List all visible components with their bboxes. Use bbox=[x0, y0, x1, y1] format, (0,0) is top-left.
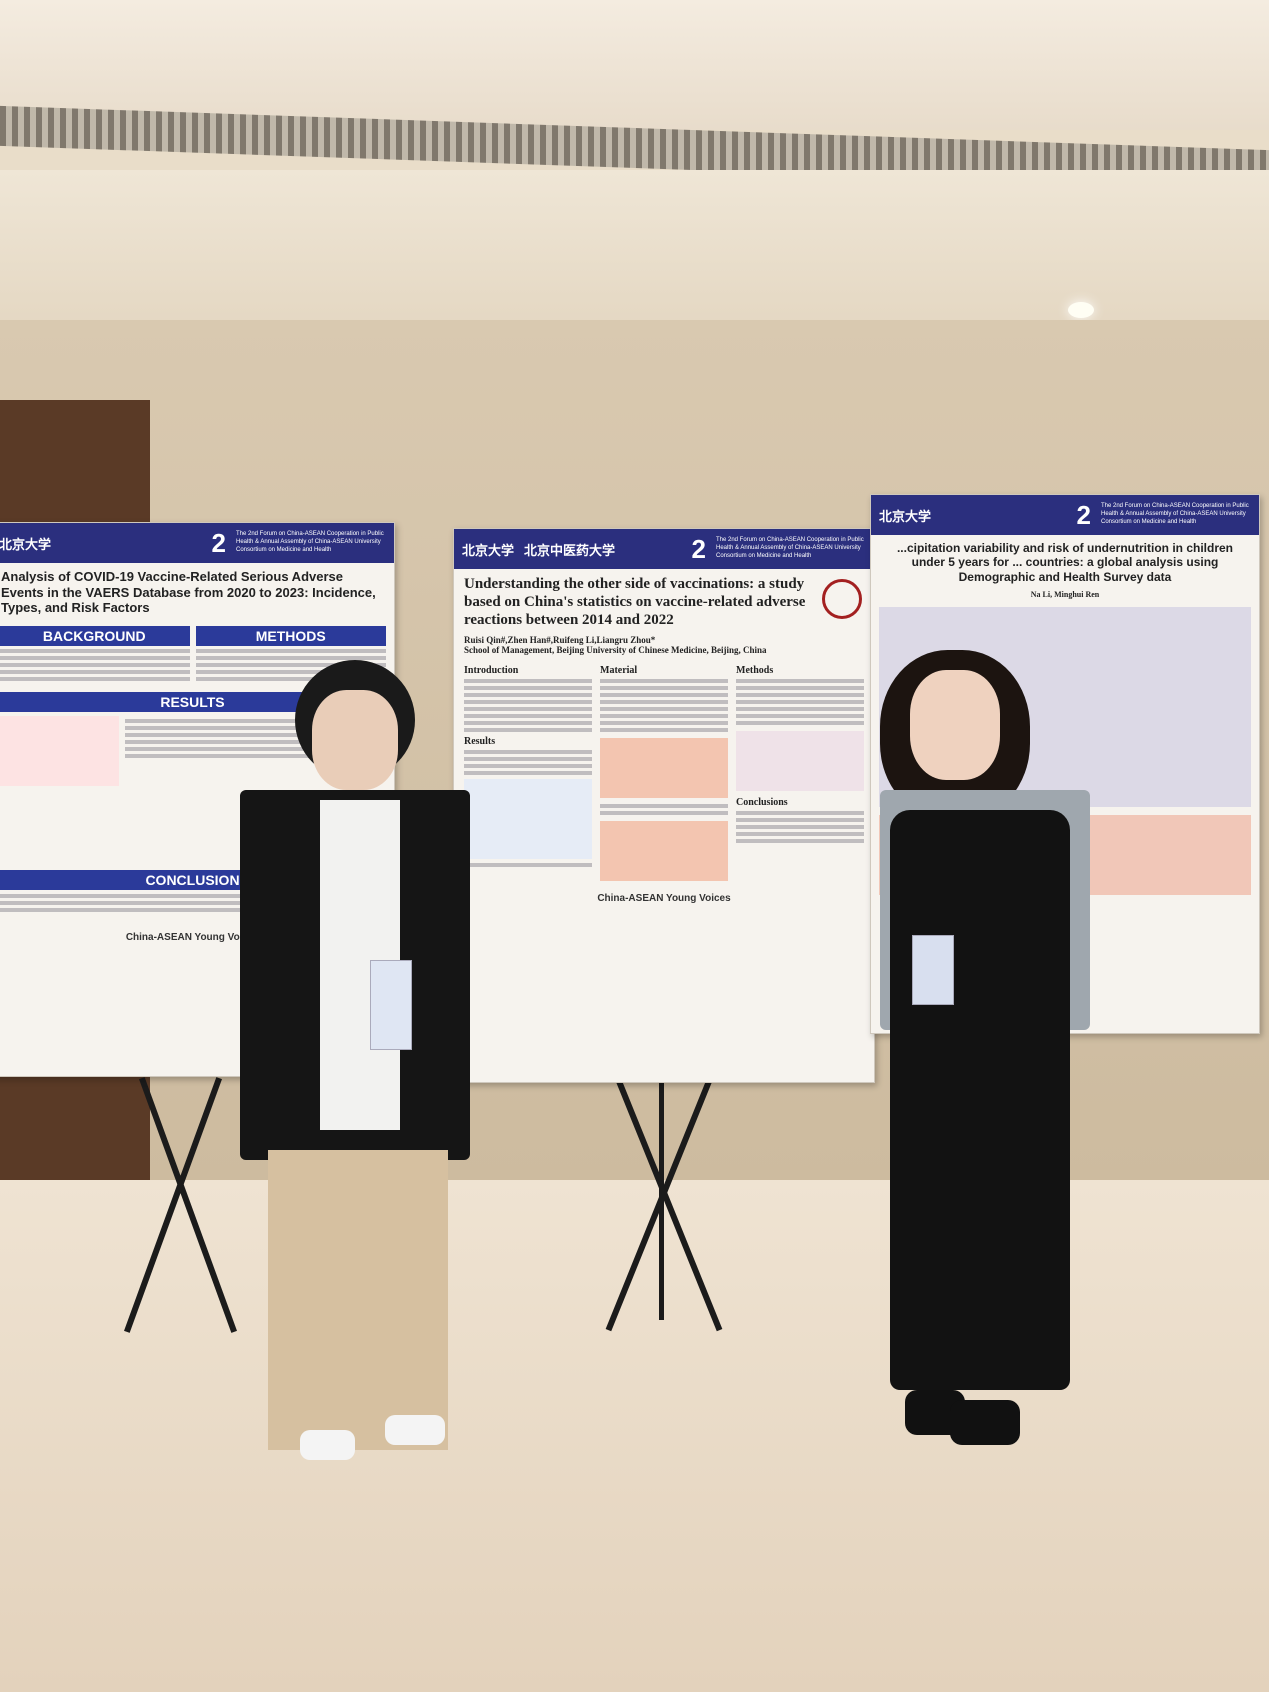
person-right-dress bbox=[890, 810, 1070, 1390]
poster-title: Understanding the other side of vaccinat… bbox=[464, 576, 806, 628]
poster-authors: Na Li, Minghui Ren bbox=[1030, 590, 1100, 600]
person-right-face bbox=[910, 670, 1000, 780]
shoe bbox=[385, 1415, 445, 1445]
section-introduction: Introduction bbox=[464, 665, 519, 676]
forum-logo: 2 bbox=[691, 533, 706, 564]
poster-authors: Ruisi Qin#,Zhen Han#,Ruifeng Li,Liangru … bbox=[464, 635, 656, 645]
poster-title: Analysis of COVID-19 Vaccine-Related Ser… bbox=[1, 569, 376, 616]
center-poster: 北京大学 北京中医药大学 2 The 2nd Forum on China-AS… bbox=[453, 528, 875, 1083]
pku-logo: 北京大学 bbox=[879, 509, 932, 525]
forum-logo: 2 bbox=[211, 527, 226, 558]
ceiling-light bbox=[1068, 302, 1094, 318]
pku-logo: 北京大学 bbox=[462, 543, 515, 559]
bucm-logo: 北京中医药大学 bbox=[524, 543, 616, 559]
upper-wall bbox=[0, 170, 1269, 330]
easel-stand-center-post bbox=[659, 1070, 664, 1320]
pku-logo: 北京大学 bbox=[0, 537, 52, 553]
name-badge bbox=[370, 960, 412, 1050]
person-left-trousers bbox=[268, 1150, 448, 1450]
forum-name: The 2nd Forum on China-ASEAN Cooperation… bbox=[716, 537, 864, 559]
forum-name: The 2nd Forum on China-ASEAN Cooperation… bbox=[1101, 503, 1249, 525]
poster-footer: China-ASEAN Young Voices bbox=[125, 931, 260, 943]
poster-header: 北京大学 北京中医药大学 2 The 2nd Forum on China-AS… bbox=[454, 529, 874, 569]
section-results: RESULTS bbox=[0, 691, 386, 712]
person-left-face bbox=[312, 690, 398, 790]
section-background: BACKGROUND bbox=[0, 625, 190, 646]
poster-title: ...cipitation variability and risk of un… bbox=[896, 541, 1234, 584]
poster-header: 北京大学 2 The 2nd Forum on China-ASEAN Coop… bbox=[871, 495, 1259, 535]
poster-footer: China-ASEAN Young Voices bbox=[597, 893, 731, 904]
shoe bbox=[950, 1400, 1020, 1445]
forum-name: The 2nd Forum on China-ASEAN Cooperation… bbox=[236, 531, 384, 553]
forum-logo: 2 bbox=[1076, 499, 1091, 530]
poster-affiliation: School of Management, Beijing University… bbox=[464, 645, 767, 655]
poster-header: 北京大学 2 The 2nd Forum on China-ASEAN Coop… bbox=[0, 523, 394, 563]
section-material: Material bbox=[600, 665, 638, 676]
section-methods: METHODS bbox=[195, 625, 386, 646]
shoe bbox=[300, 1430, 355, 1460]
section-conclusions: Conclusions bbox=[736, 797, 788, 808]
section-results: Results bbox=[464, 736, 496, 747]
university-seal bbox=[822, 579, 862, 619]
section-methods: Methods bbox=[736, 665, 774, 676]
ceiling bbox=[0, 0, 1269, 130]
name-badge bbox=[912, 935, 954, 1005]
